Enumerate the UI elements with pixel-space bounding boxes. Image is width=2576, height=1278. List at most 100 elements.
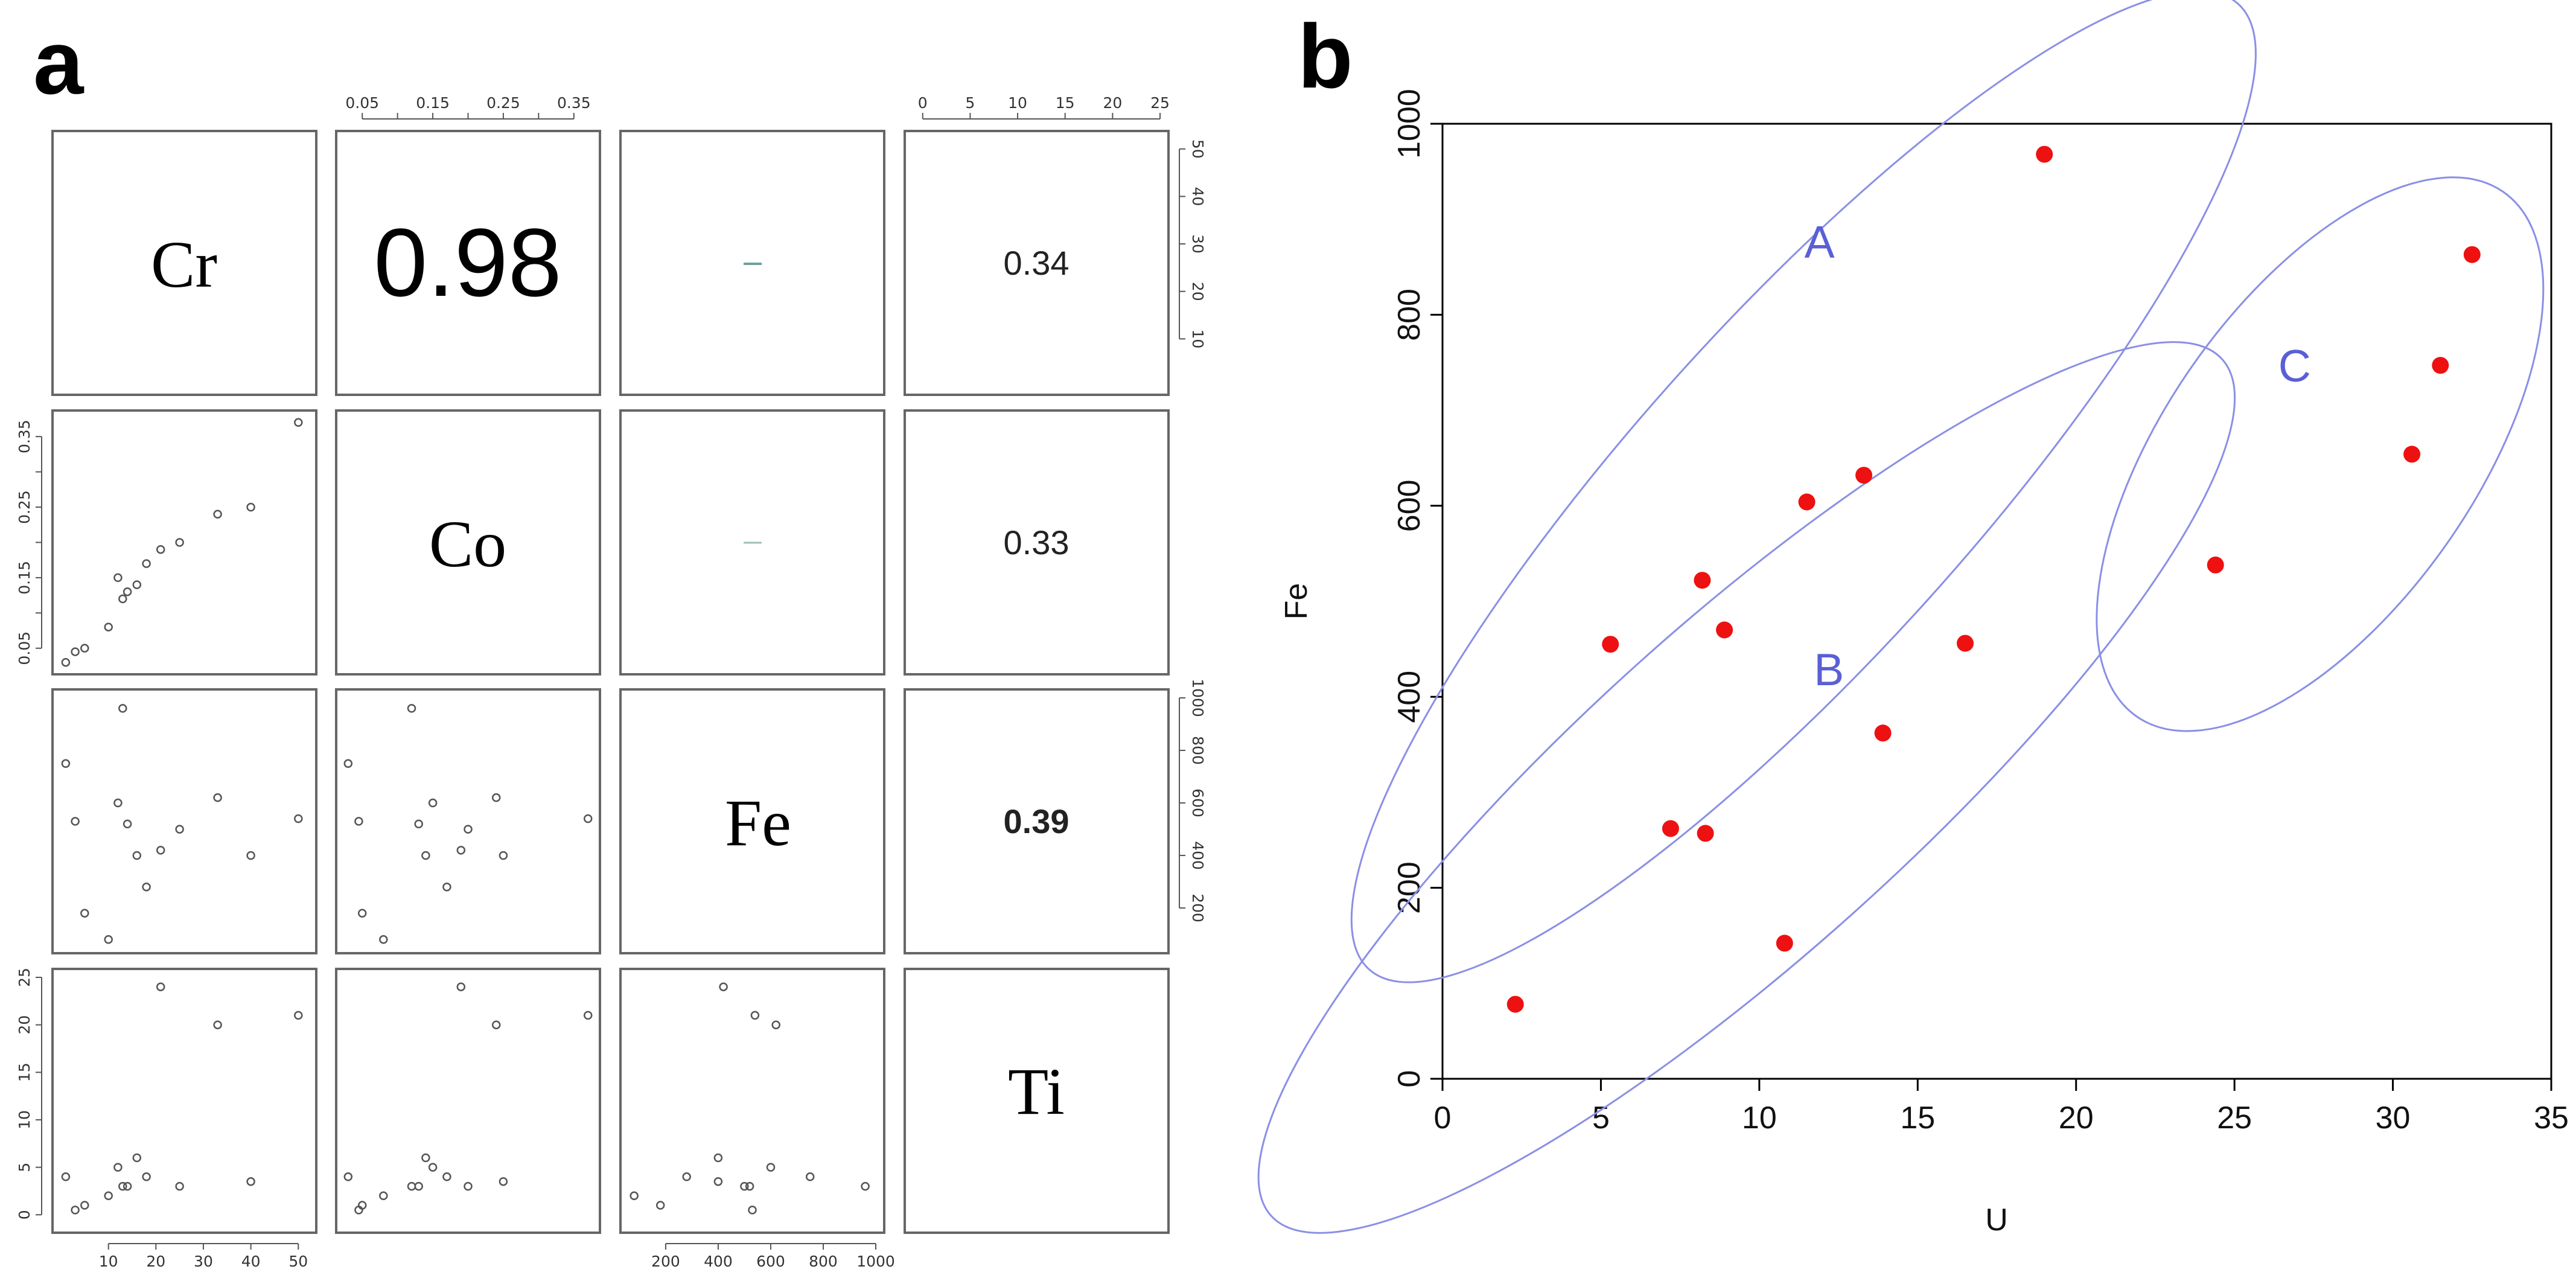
matrix-point-ti-co-12 [499, 1177, 508, 1186]
left-axis-ti-label-1: 5 [16, 1163, 33, 1172]
matrix-point-co-cr-2 [80, 644, 89, 653]
matrix-point-co-cr-13 [294, 418, 303, 427]
matrix-point-fe-co-0 [343, 759, 353, 768]
bottom-axis-fe-label-3: 800 [809, 1253, 838, 1270]
matrix-point-fe-co-13 [583, 814, 593, 823]
right-axis-cr-label-1: 20 [1189, 282, 1207, 301]
top-axis-ti-label-0: 0 [918, 94, 928, 112]
bottom-axis-cr-label-3: 40 [241, 1253, 261, 1270]
matrix-point-fe-cr-12 [246, 851, 255, 860]
matrix-point-ti-cr-12 [246, 1177, 255, 1186]
bottom-axis-fe-label-2: 600 [756, 1253, 785, 1270]
matrix-point-ti-co-3 [379, 1191, 388, 1201]
matrix-point-ti-co-0 [343, 1172, 353, 1181]
y-tick-label-4: 800 [1392, 289, 1427, 341]
matrix-point-fe-co-8 [442, 883, 451, 892]
matrix-point-ti-cr-13 [294, 1011, 303, 1020]
matrix-cell-1-2 [335, 130, 601, 396]
top-axis-ti-label-2: 10 [1008, 94, 1027, 112]
top-axis-ti-label-1: 5 [965, 94, 975, 112]
right-axis-fe-label-3: 800 [1189, 736, 1207, 765]
matrix-point-ti-co-11 [491, 1020, 501, 1029]
matrix-point-co-cr-5 [118, 594, 127, 604]
left-axis-co-label-2: 0.25 [16, 490, 33, 524]
matrix-point-co-cr-10 [175, 538, 184, 547]
matrix-point-ti-cr-10 [175, 1181, 184, 1191]
matrix-point-ti-co-2 [357, 1201, 367, 1210]
y-tick-label-5: 1000 [1392, 89, 1427, 159]
matrix-point-ti-fe-8 [682, 1172, 691, 1181]
x-tick-label-0: 0 [1434, 1101, 1452, 1136]
matrix-point-fe-cr-9 [156, 846, 165, 855]
left-axis-ti-label-4: 20 [16, 1015, 33, 1035]
right-axis-cr-label-2: 30 [1189, 234, 1207, 254]
matrix-point-ti-co-4 [428, 1163, 438, 1172]
top-axis-co-label-2: 0.25 [486, 94, 520, 112]
u-fe-point-8 [1855, 467, 1873, 484]
matrix-cell-4-4 [904, 968, 1170, 1234]
matrix-point-fe-co-2 [357, 909, 367, 918]
matrix-point-ti-co-6 [414, 1181, 423, 1191]
x-tick-label-6: 30 [2376, 1101, 2411, 1136]
scatterplot-matrix: Cr Co Fe Ti 0.98 0.34 0.33 0.39 0.05 0.15… [16, 94, 1207, 1270]
right-axis-cr-label-3: 40 [1189, 187, 1207, 206]
matrix-point-ti-cr-6 [123, 1181, 132, 1191]
bottom-axis-fe-label-0: 200 [651, 1253, 680, 1270]
matrix-point-co-cr-9 [156, 545, 165, 554]
matrix-cell-1-1 [51, 130, 317, 396]
matrix-point-fe-co-12 [499, 851, 508, 860]
top-axis-ti-label-3: 15 [1056, 94, 1075, 112]
matrix-point-fe-cr-3 [104, 935, 113, 944]
bottom-axis-cr-label-4: 50 [289, 1253, 308, 1270]
matrix-point-ti-cr-7 [132, 1153, 142, 1163]
matrix-point-ti-co-10 [464, 1181, 473, 1191]
matrix-point-ti-cr-4 [113, 1163, 123, 1172]
matrix-point-co-cr-4 [113, 573, 123, 583]
right-axis-fe-label-0: 200 [1189, 893, 1207, 922]
matrix-point-ti-co-8 [442, 1172, 451, 1181]
left-axis-ti-label-0: 0 [16, 1210, 33, 1219]
top-axis-co-label-0: 0.05 [345, 94, 379, 112]
matrix-point-fe-cr-6 [123, 819, 132, 829]
right-axis-cr-label-4: 50 [1189, 139, 1207, 159]
matrix-point-fe-cr-8 [142, 883, 151, 892]
matrix-point-fe-co-10 [464, 825, 473, 834]
matrix-cell-3-2 [335, 688, 601, 954]
matrix-point-ti-cr-1 [71, 1206, 80, 1215]
matrix-point-ti-fe-4 [766, 1163, 776, 1172]
matrix-point-co-cr-11 [213, 510, 222, 519]
y-tick-label-2: 400 [1392, 671, 1427, 723]
x-tick-label-3: 15 [1900, 1101, 1935, 1136]
corr-value-cr-co: 0.98 [374, 208, 561, 316]
u-fe-point-1 [1602, 636, 1619, 653]
top-axis-ti-label-5: 25 [1150, 94, 1170, 112]
y-axis-label: Fe [1279, 583, 1314, 620]
bottom-axis-cr-label-2: 30 [194, 1253, 213, 1270]
bottom-axis-cr-label-1: 20 [146, 1253, 165, 1270]
top-axis-ti-label-4: 20 [1103, 94, 1122, 112]
u-fe-point-12 [2207, 556, 2224, 574]
x-tick-label-2: 10 [1742, 1101, 1777, 1136]
diag-label-ti: Ti [1008, 1055, 1065, 1128]
diag-label-cr: Cr [151, 228, 217, 301]
x-axis-label: U [1985, 1203, 2008, 1238]
right-axis-cr-label-0: 10 [1189, 329, 1207, 348]
matrix-point-fe-co-6 [414, 819, 423, 829]
matrix-point-ti-cr-9 [156, 982, 165, 991]
x-tick-label-7: 35 [2534, 1101, 2569, 1136]
group-ellipse-b [1257, 341, 2236, 1234]
matrix-cell-2-3 [619, 409, 885, 676]
matrix-point-ti-co-7 [421, 1153, 430, 1163]
right-axis-fe-label-4: 1000 [1189, 679, 1207, 717]
matrix-point-co-cr-0 [61, 657, 71, 667]
group-label-c: C [2278, 340, 2311, 391]
matrix-point-ti-fe-12 [713, 1177, 723, 1186]
matrix-point-ti-cr-5 [118, 1181, 127, 1191]
matrix-point-co-cr-12 [246, 502, 255, 512]
matrix-point-ti-fe-1 [748, 1206, 757, 1215]
u-fe-point-14 [2432, 357, 2449, 374]
corr-value-fe-ti: 0.39 [1004, 802, 1070, 840]
left-axis-ti-label-2: 10 [16, 1110, 33, 1129]
